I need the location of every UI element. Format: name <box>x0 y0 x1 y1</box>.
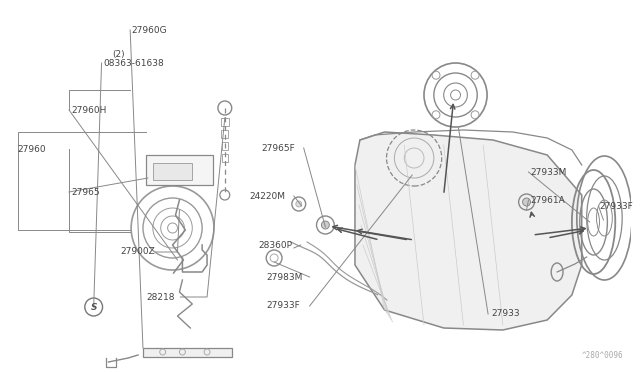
Text: 28218: 28218 <box>146 292 175 301</box>
Text: 27933F: 27933F <box>600 202 633 211</box>
Polygon shape <box>153 163 192 180</box>
Polygon shape <box>143 348 232 357</box>
Text: 28360P: 28360P <box>259 241 292 250</box>
Text: 27960H: 27960H <box>71 106 106 115</box>
Text: 27965F: 27965F <box>261 144 295 153</box>
Text: 27983M: 27983M <box>266 273 303 282</box>
Text: 27960G: 27960G <box>131 26 167 35</box>
Text: 08363-61638: 08363-61638 <box>104 58 164 67</box>
Text: 27900Z: 27900Z <box>120 247 155 257</box>
Text: 27933: 27933 <box>491 310 520 318</box>
Text: ^280^0096: ^280^0096 <box>582 351 623 360</box>
Text: 27961A: 27961A <box>531 196 565 205</box>
Text: 27933M: 27933M <box>531 167 567 176</box>
Text: 24220M: 24220M <box>250 192 285 201</box>
Text: (2): (2) <box>113 49 125 58</box>
Circle shape <box>523 198 531 206</box>
Circle shape <box>321 221 330 229</box>
Polygon shape <box>146 155 213 185</box>
Text: 27965: 27965 <box>71 187 100 196</box>
Text: 27960: 27960 <box>18 144 46 154</box>
Text: S: S <box>90 302 97 311</box>
Text: 27933F: 27933F <box>266 301 300 311</box>
Polygon shape <box>355 132 582 330</box>
Circle shape <box>296 201 301 207</box>
